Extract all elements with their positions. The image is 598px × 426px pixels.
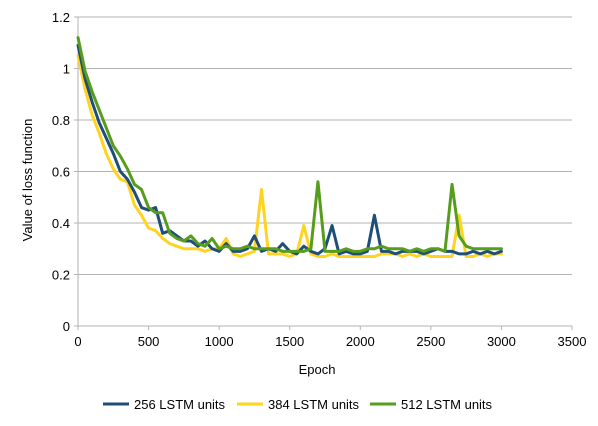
x-tick-label: 500	[138, 334, 160, 349]
y-tick-label: 0	[63, 319, 70, 334]
y-tick-label: 1.2	[52, 10, 70, 25]
y-tick-label: 1	[63, 62, 70, 77]
legend-label: 256 LSTM units	[134, 397, 226, 412]
x-tick-label: 3500	[558, 334, 587, 349]
x-tick-label: 1000	[205, 334, 234, 349]
y-axis-title: Value of loss function	[20, 119, 35, 242]
x-axis-title: Epoch	[299, 362, 336, 377]
x-tick-label: 0	[74, 334, 81, 349]
legend-label: 384 LSTM units	[268, 397, 360, 412]
y-tick-label: 0.6	[52, 165, 70, 180]
x-tick-label: 1500	[275, 334, 304, 349]
y-tick-label: 0.8	[52, 113, 70, 128]
legend: 256 LSTM units 384 LSTM units 512 LSTM uni…	[103, 397, 493, 412]
y-tick-label: 0.4	[52, 216, 70, 231]
y-tick-label: 0.2	[52, 268, 70, 283]
x-tick-label: 3000	[487, 334, 516, 349]
x-tick-label: 2000	[346, 334, 375, 349]
x-tick-label: 2500	[416, 334, 445, 349]
legend-label: 512 LSTM units	[401, 397, 493, 412]
